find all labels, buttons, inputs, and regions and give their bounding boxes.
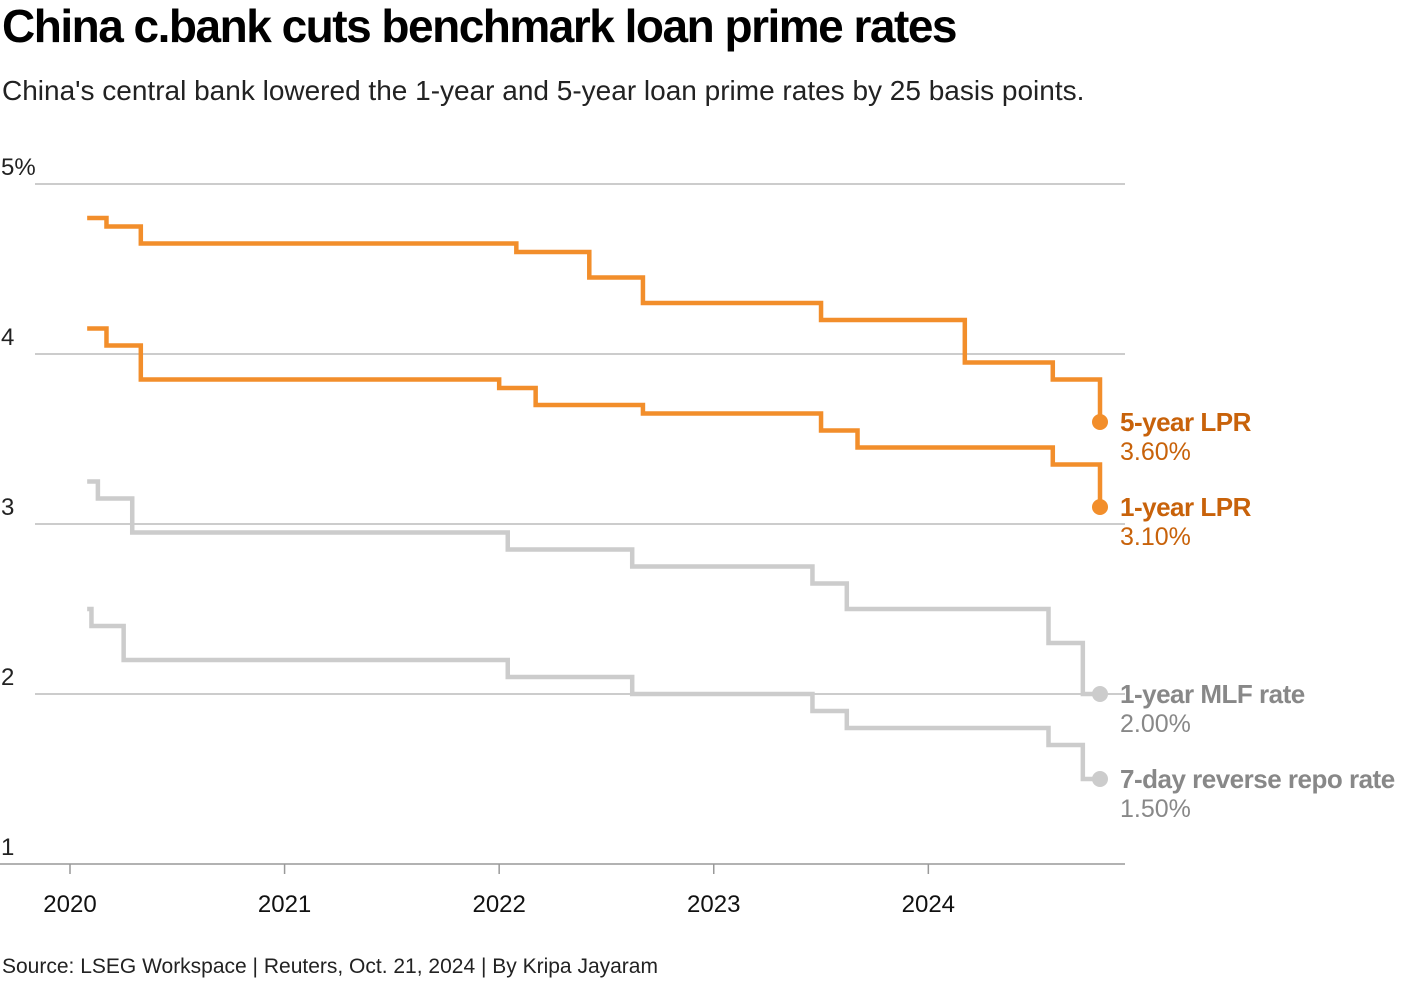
series-name-label: 5-year LPR	[1120, 407, 1252, 437]
series-layer	[87, 215, 1108, 787]
series-end-point	[1092, 686, 1108, 702]
series-end-point	[1092, 414, 1108, 430]
y-tick-label: 2	[1, 664, 14, 691]
x-tick-label: 2024	[902, 891, 955, 918]
series-line	[87, 606, 1100, 782]
series-value-label: 1.50%	[1120, 795, 1191, 823]
x-tick-label: 2022	[472, 891, 525, 918]
series-name-label: 1-year MLF rate	[1120, 679, 1305, 709]
y-tick-label: 3	[1, 494, 14, 521]
series-value-label: 3.10%	[1120, 523, 1191, 551]
series-end-point	[1092, 771, 1108, 787]
grid-layer	[0, 183, 1125, 865]
series-end-point	[1092, 499, 1108, 515]
y-tick-label: 4	[1, 324, 14, 351]
x-tick-label: 2021	[258, 891, 311, 918]
y-axis-ticks: 5% 4 3 2 1	[1, 154, 36, 861]
x-axis-ticks: 2020 2021 2022 2023 2024	[43, 864, 955, 918]
series-line	[87, 326, 1103, 507]
source-note: Source: LSEG Workspace | Reuters, Oct. 2…	[2, 955, 658, 978]
series-line	[87, 215, 1103, 422]
series-name-label: 7-day reverse repo rate	[1120, 764, 1395, 794]
x-tick-label: 2023	[687, 891, 740, 918]
x-tick-label: 2020	[43, 891, 96, 918]
series-line	[87, 479, 1100, 697]
y-tick-label: 5%	[1, 154, 36, 181]
chart-subtitle: China's central bank lowered the 1-year …	[2, 75, 1085, 106]
series-value-label: 3.60%	[1120, 438, 1191, 466]
series-value-label: 2.00%	[1120, 710, 1191, 738]
series-name-label: 1-year LPR	[1120, 492, 1252, 522]
y-tick-label: 1	[1, 834, 14, 861]
chart-title: China c.bank cuts benchmark loan prime r…	[2, 0, 958, 52]
